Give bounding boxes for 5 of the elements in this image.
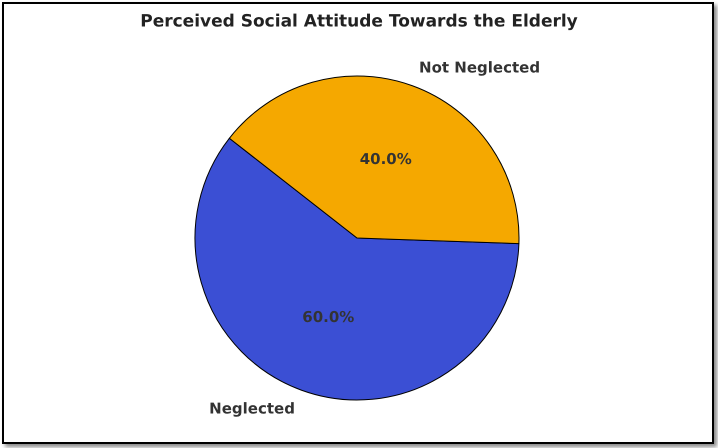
data-label: 40.0% [360, 150, 412, 168]
slice-label: Neglected [209, 400, 295, 418]
slice-label: Not Neglected [419, 58, 540, 76]
chart-title: Perceived Social Attitude Towards the Elderly [140, 12, 578, 32]
data-label: 60.0% [302, 308, 354, 326]
